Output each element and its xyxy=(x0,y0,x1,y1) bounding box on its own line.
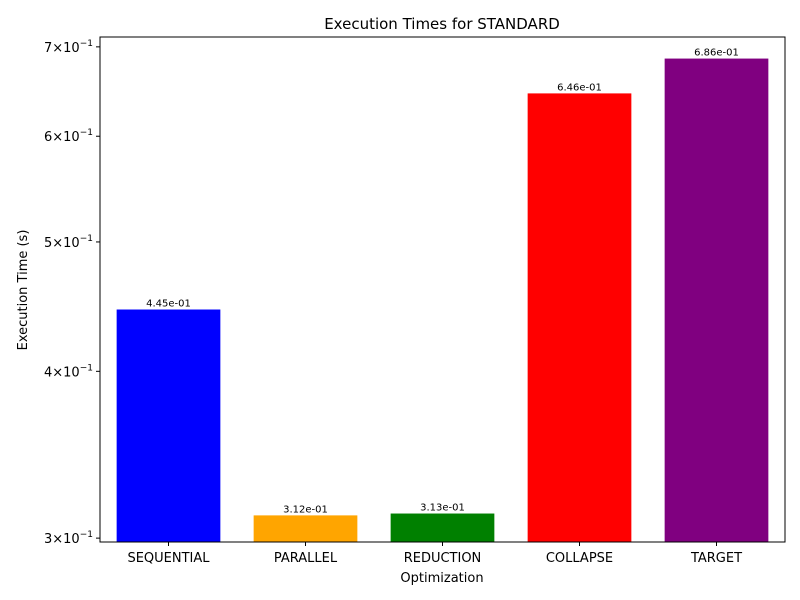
y-tick-label: 4×10−1 xyxy=(44,363,93,380)
x-tick-label: REDUCTION xyxy=(404,551,482,566)
x-tick-label: SEQUENTIAL xyxy=(127,551,210,566)
bar-value-label: 4.45e-01 xyxy=(146,299,191,310)
y-axis-label: Execution Time (s) xyxy=(16,230,31,351)
y-tick-label: 3×10−1 xyxy=(44,530,93,547)
bar-sequential xyxy=(116,309,221,542)
bar-parallel xyxy=(253,515,358,542)
x-tick-label: COLLAPSE xyxy=(546,551,613,566)
x-axis-label: Optimization xyxy=(400,571,483,586)
bar-value-label: 6.46e-01 xyxy=(557,82,602,93)
bar-value-label: 3.12e-01 xyxy=(283,504,328,515)
bars-group xyxy=(116,58,769,543)
x-tick-label: TARGET xyxy=(690,551,742,566)
y-tick-label: 5×10−1 xyxy=(44,234,93,251)
bar-reduction xyxy=(390,513,495,542)
x-axis-ticks: SEQUENTIAL PARALLEL REDUCTION COLLAPSE TARGE… xyxy=(127,542,742,566)
bar-collapse xyxy=(527,93,632,543)
bar-value-label: 3.13e-01 xyxy=(420,503,465,514)
chart-title: Execution Times for STANDARD xyxy=(324,15,560,33)
bar-target xyxy=(664,58,769,543)
bar-value-label: 6.86e-01 xyxy=(694,48,739,59)
y-axis-ticks: 3×10−1 4×10−1 5×10−1 6×10−1 7×10−1 xyxy=(44,39,100,547)
x-tick-label: PARALLEL xyxy=(274,551,338,566)
y-tick-label: 7×10−1 xyxy=(44,39,93,56)
y-tick-label: 6×10−1 xyxy=(44,128,93,145)
value-labels-group: 4.45e-01 3.12e-01 3.13e-01 6.46e-01 6.86e-01 xyxy=(146,48,739,516)
